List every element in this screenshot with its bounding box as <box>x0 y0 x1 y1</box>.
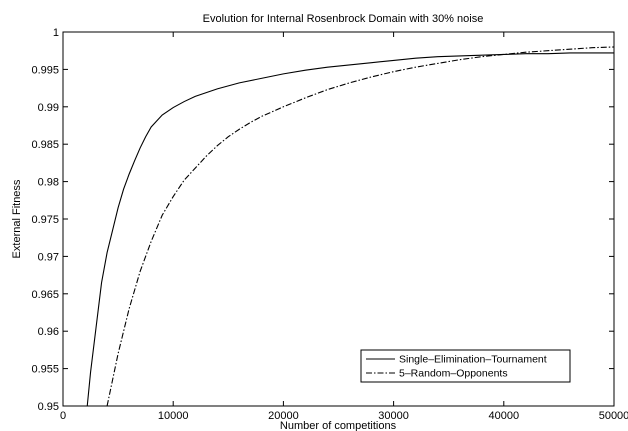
legend-label-single-elimination: Single–Elimination–Tournament <box>399 354 547 366</box>
ticks-layer: 0 10000 20000 30000 40000 50000 0.95 0.955 0.96 0… <box>31 27 628 422</box>
y-tick-label: 0.99 <box>38 102 59 114</box>
y-tick-label: 0.995 <box>31 64 59 76</box>
y-tick-label: 0.96 <box>38 326 59 338</box>
y-tick-label: 0.985 <box>31 139 59 151</box>
y-axis-title: External Fitness <box>11 179 23 258</box>
legend-box <box>360 349 571 383</box>
series-layer <box>86 46 615 407</box>
x-tick-label: 50000 <box>599 410 628 422</box>
x-tick-label: 20000 <box>268 410 299 422</box>
x-tick-label: 10000 <box>158 410 189 422</box>
series-line-random-opponents <box>106 46 615 407</box>
chart-title: Evolution for Internal Rosenbrock Domain… <box>203 13 484 25</box>
series-line-single-elimination <box>86 52 614 407</box>
y-tick-label: 0.97 <box>38 251 59 263</box>
y-tick-label: 0.965 <box>31 289 59 301</box>
y-tick-label: 1 <box>53 27 59 39</box>
x-tick-label: 30000 <box>378 410 409 422</box>
x-tick-label: 0 <box>60 410 66 422</box>
y-tick-label: 0.98 <box>38 177 59 189</box>
x-axis-title: Number of competitions <box>280 420 397 431</box>
legend: Single–Elimination–Tournament 5–Random–O… <box>360 349 571 383</box>
y-tick-label: 0.955 <box>31 364 59 376</box>
y-tick-label: 0.975 <box>31 214 59 226</box>
legend-label-random-opponents: 5–Random–Opponents <box>399 368 508 380</box>
x-tick-label: 40000 <box>489 410 520 422</box>
y-tick-label: 0.95 <box>38 401 59 413</box>
